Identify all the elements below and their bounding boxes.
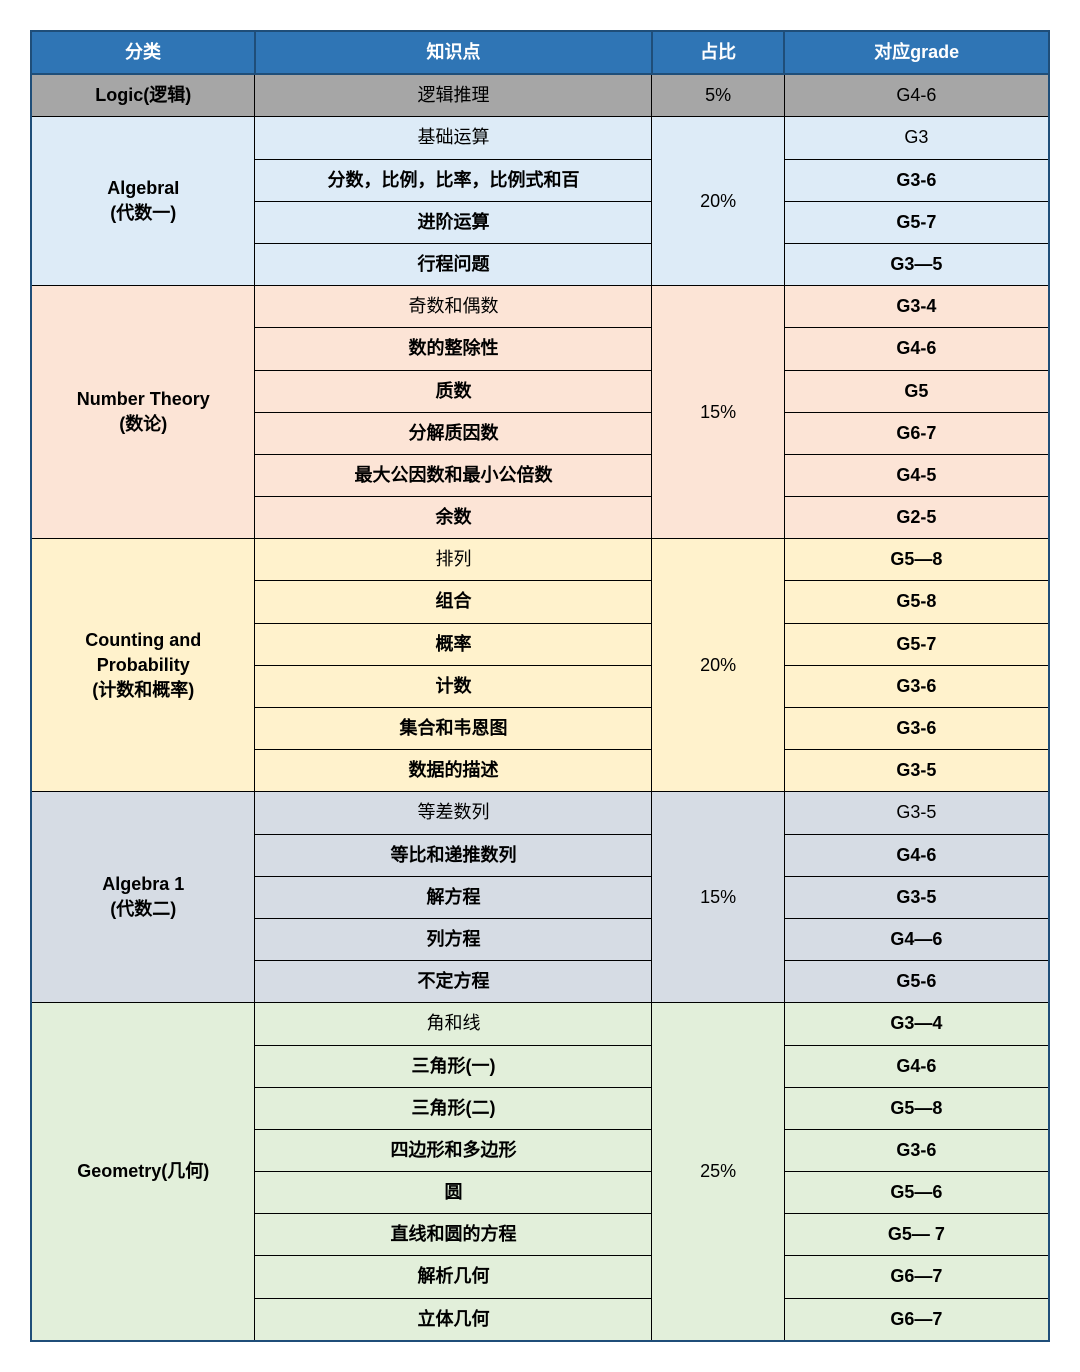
grade-cell: G5—8 bbox=[784, 539, 1049, 581]
grade-cell: G2-5 bbox=[784, 497, 1049, 539]
table-row: Counting andProbability(计数和概率)排列20%G5—8 bbox=[31, 539, 1049, 581]
grade-cell: G5-6 bbox=[784, 961, 1049, 1003]
category-cell: Counting andProbability(计数和概率) bbox=[31, 539, 255, 792]
topic-cell: 不定方程 bbox=[255, 961, 652, 1003]
table-row: Number Theory(数论)奇数和偶数15%G3-4 bbox=[31, 286, 1049, 328]
category-cell: AlgebraI(代数一) bbox=[31, 117, 255, 286]
grade-cell: G5 bbox=[784, 370, 1049, 412]
table-row: Geometry(几何)角和线25%G3—4 bbox=[31, 1003, 1049, 1045]
topic-cell: 三角形(二) bbox=[255, 1087, 652, 1129]
grade-cell: G6—7 bbox=[784, 1256, 1049, 1298]
header-topic: 知识点 bbox=[255, 31, 652, 74]
topic-cell: 解析几何 bbox=[255, 1256, 652, 1298]
percent-cell: 5% bbox=[652, 74, 784, 117]
header-grade: 对应grade bbox=[784, 31, 1049, 74]
grade-cell: G3-6 bbox=[784, 1129, 1049, 1171]
grade-cell: G3-5 bbox=[784, 876, 1049, 918]
percent-cell: 15% bbox=[652, 792, 784, 1003]
grade-cell: G5—8 bbox=[784, 1087, 1049, 1129]
topic-cell: 分解质因数 bbox=[255, 412, 652, 454]
topic-cell: 基础运算 bbox=[255, 117, 652, 159]
topic-cell: 集合和韦恩图 bbox=[255, 708, 652, 750]
grade-cell: G3-6 bbox=[784, 665, 1049, 707]
topic-cell: 进阶运算 bbox=[255, 201, 652, 243]
topic-cell: 最大公因数和最小公倍数 bbox=[255, 454, 652, 496]
table-body: Logic(逻辑)逻辑推理5%G4-6AlgebraI(代数一)基础运算20%G… bbox=[31, 74, 1049, 1341]
grade-cell: G4-6 bbox=[784, 834, 1049, 876]
percent-cell: 25% bbox=[652, 1003, 784, 1341]
grade-cell: G3-4 bbox=[784, 286, 1049, 328]
topic-cell: 排列 bbox=[255, 539, 652, 581]
topic-cell: 四边形和多边形 bbox=[255, 1129, 652, 1171]
grade-cell: G5— 7 bbox=[784, 1214, 1049, 1256]
topic-cell: 列方程 bbox=[255, 918, 652, 960]
grade-cell: G3—5 bbox=[784, 243, 1049, 285]
grade-cell: G3—4 bbox=[784, 1003, 1049, 1045]
percent-cell: 20% bbox=[652, 539, 784, 792]
topic-cell: 立体几何 bbox=[255, 1298, 652, 1341]
topic-cell: 余数 bbox=[255, 497, 652, 539]
grade-cell: G3-6 bbox=[784, 708, 1049, 750]
grade-cell: G5-7 bbox=[784, 623, 1049, 665]
curriculum-table: 分类 知识点 占比 对应grade Logic(逻辑)逻辑推理5%G4-6Alg… bbox=[30, 30, 1050, 1342]
topic-cell: 数据的描述 bbox=[255, 750, 652, 792]
table-row: Logic(逻辑)逻辑推理5%G4-6 bbox=[31, 74, 1049, 117]
grade-cell: G3-5 bbox=[784, 792, 1049, 834]
grade-cell: G4-6 bbox=[784, 1045, 1049, 1087]
table-header: 分类 知识点 占比 对应grade bbox=[31, 31, 1049, 74]
grade-cell: G3 bbox=[784, 117, 1049, 159]
grade-cell: G4-6 bbox=[784, 74, 1049, 117]
table-row: AlgebraI(代数一)基础运算20%G3 bbox=[31, 117, 1049, 159]
percent-cell: 20% bbox=[652, 117, 784, 286]
grade-cell: G6—7 bbox=[784, 1298, 1049, 1341]
topic-cell: 行程问题 bbox=[255, 243, 652, 285]
grade-cell: G4-5 bbox=[784, 454, 1049, 496]
topic-cell: 直线和圆的方程 bbox=[255, 1214, 652, 1256]
topic-cell: 奇数和偶数 bbox=[255, 286, 652, 328]
grade-cell: G3-6 bbox=[784, 159, 1049, 201]
topic-cell: 质数 bbox=[255, 370, 652, 412]
topic-cell: 等差数列 bbox=[255, 792, 652, 834]
topic-cell: 等比和递推数列 bbox=[255, 834, 652, 876]
category-cell: Number Theory(数论) bbox=[31, 286, 255, 539]
category-cell: Geometry(几何) bbox=[31, 1003, 255, 1341]
grade-cell: G6-7 bbox=[784, 412, 1049, 454]
topic-cell: 计数 bbox=[255, 665, 652, 707]
grade-cell: G3-5 bbox=[784, 750, 1049, 792]
topic-cell: 概率 bbox=[255, 623, 652, 665]
topic-cell: 数的整除性 bbox=[255, 328, 652, 370]
topic-cell: 分数，比例，比率，比例式和百 bbox=[255, 159, 652, 201]
topic-cell: 圆 bbox=[255, 1172, 652, 1214]
header-category: 分类 bbox=[31, 31, 255, 74]
topic-cell: 逻辑推理 bbox=[255, 74, 652, 117]
topic-cell: 三角形(一) bbox=[255, 1045, 652, 1087]
grade-cell: G4—6 bbox=[784, 918, 1049, 960]
grade-cell: G5-8 bbox=[784, 581, 1049, 623]
table-row: Algebra 1(代数二)等差数列15%G3-5 bbox=[31, 792, 1049, 834]
grade-cell: G5—6 bbox=[784, 1172, 1049, 1214]
topic-cell: 组合 bbox=[255, 581, 652, 623]
percent-cell: 15% bbox=[652, 286, 784, 539]
grade-cell: G4-6 bbox=[784, 328, 1049, 370]
topic-cell: 角和线 bbox=[255, 1003, 652, 1045]
header-percent: 占比 bbox=[652, 31, 784, 74]
category-cell: Logic(逻辑) bbox=[31, 74, 255, 117]
category-cell: Algebra 1(代数二) bbox=[31, 792, 255, 1003]
topic-cell: 解方程 bbox=[255, 876, 652, 918]
grade-cell: G5-7 bbox=[784, 201, 1049, 243]
